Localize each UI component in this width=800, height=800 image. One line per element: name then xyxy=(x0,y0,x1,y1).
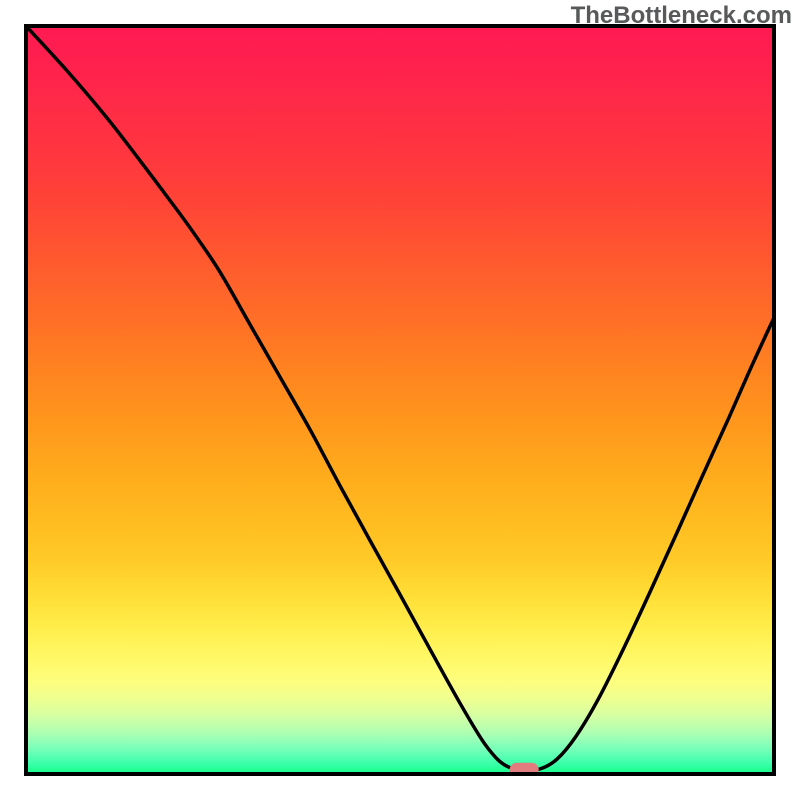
watermark-text: TheBottleneck.com xyxy=(571,2,792,30)
chart-svg xyxy=(0,0,800,800)
chart-background xyxy=(26,26,774,775)
chart-stage: TheBottleneck.com xyxy=(0,0,800,800)
